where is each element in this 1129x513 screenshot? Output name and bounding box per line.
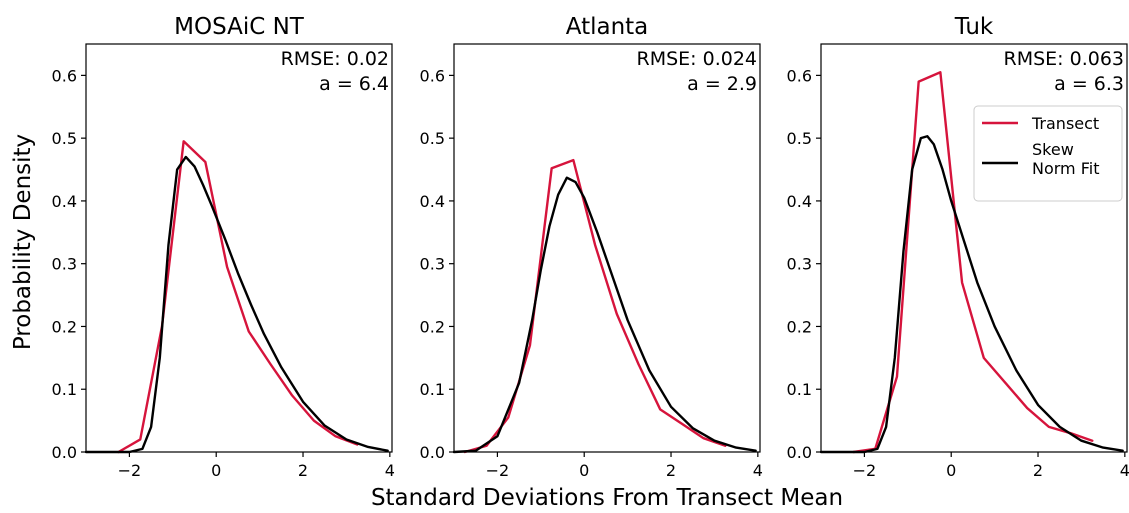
- x-tick-label: 0: [579, 461, 589, 480]
- x-axis-label: Standard Deviations From Transect Mean: [371, 485, 843, 511]
- a-annotation: a = 6.4: [319, 73, 389, 95]
- x-tick-label: 4: [753, 461, 763, 480]
- y-tick-label: 0.4: [52, 192, 77, 211]
- x-tick-label: 2: [1033, 461, 1043, 480]
- y-tick-label: 0.4: [787, 192, 812, 211]
- y-tick-label: 0.1: [787, 380, 812, 399]
- y-tick-label: 0.5: [52, 129, 77, 148]
- y-tick-label: 0.6: [787, 66, 812, 85]
- y-tick-label: 0.6: [420, 66, 445, 85]
- legend-label-line: Norm Fit: [1032, 159, 1099, 178]
- y-tick-label: 0.1: [52, 380, 77, 399]
- y-tick-label: 0.3: [52, 255, 77, 274]
- y-tick-label: 0.2: [420, 317, 445, 336]
- x-tick-label: 0: [211, 461, 221, 480]
- y-tick-label: 0.3: [787, 255, 812, 274]
- legend-label-fit: Skew Norm Fit: [1032, 140, 1099, 178]
- y-tick-label: 0.6: [52, 66, 77, 85]
- x-tick-label: 2: [666, 461, 676, 480]
- a-annotation: a = 2.9: [687, 73, 757, 95]
- panel-2: Atlanta 0.0 0.1 0.2 0.3 0.4 0.5 0.6 −2 0 2 4 RMSE: 0…: [420, 14, 763, 480]
- series-line-transect: [852, 71, 1094, 454]
- panel-title: Atlanta: [566, 14, 649, 40]
- x-tick-label: −2: [853, 461, 877, 480]
- a-annotation: a = 6.3: [1054, 73, 1124, 95]
- panels: MOSAiC NT 0.0 0.1 0.2 0.3 0.4 0.5 0.6 −2 0 2 4 RMSE:…: [52, 14, 1129, 480]
- plot-frame: [453, 43, 761, 453]
- panel-title: MOSAiC NT: [174, 14, 305, 40]
- x-tick-label: −2: [486, 461, 510, 480]
- legend-box: [973, 105, 1123, 202]
- series-line-skew-norm-fit: [452, 176, 757, 454]
- y-axis-label: Probability Density: [10, 134, 36, 350]
- plot-frame: [85, 43, 393, 453]
- series-line-skew-norm-fit: [84, 155, 389, 454]
- series-line-transect: [117, 140, 359, 454]
- legend-label-transect: Transect: [1031, 114, 1099, 133]
- y-tick-label: 0.0: [420, 443, 445, 462]
- x-tick-label: 0: [946, 461, 956, 480]
- y-tick-label: 0.2: [787, 317, 812, 336]
- panel-1: MOSAiC NT 0.0 0.1 0.2 0.3 0.4 0.5 0.6 −2 0 2 4 RMSE:…: [52, 14, 395, 480]
- panel-title: Tuk: [954, 14, 994, 40]
- series-line-transect: [463, 158, 727, 454]
- x-tick-label: 4: [1120, 461, 1129, 480]
- rmse-annotation: RMSE: 0.02: [281, 48, 389, 70]
- y-tick-label: 0.2: [52, 317, 77, 336]
- series-line-skew-norm-fit: [819, 135, 1124, 454]
- panel-3: Tuk 0.0 0.1 0.2 0.3 0.4 0.5 0.6 −2 0 2 4 RMSE: 0.063…: [787, 14, 1129, 480]
- rmse-annotation: RMSE: 0.063: [1004, 48, 1125, 70]
- plot-frame: [820, 43, 1128, 453]
- y-tick-label: 0.0: [52, 443, 77, 462]
- y-tick-label: 0.5: [420, 129, 445, 148]
- legend: Transect Skew Norm Fit: [973, 105, 1123, 202]
- y-tick-label: 0.1: [420, 380, 445, 399]
- y-tick-label: 0.3: [420, 255, 445, 274]
- x-tick-label: 4: [385, 461, 395, 480]
- x-tick-label: 2: [298, 461, 308, 480]
- rmse-annotation: RMSE: 0.024: [637, 48, 758, 70]
- legend-label-line: Skew: [1032, 140, 1074, 159]
- y-tick-label: 0.5: [787, 129, 812, 148]
- y-tick-label: 0.4: [420, 192, 445, 211]
- x-tick-label: −2: [118, 461, 142, 480]
- y-tick-label: 0.0: [787, 443, 812, 462]
